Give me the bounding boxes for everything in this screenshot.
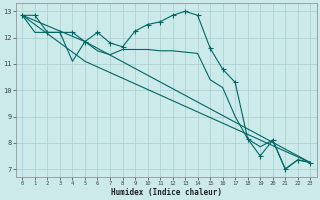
X-axis label: Humidex (Indice chaleur): Humidex (Indice chaleur) (111, 188, 222, 197)
